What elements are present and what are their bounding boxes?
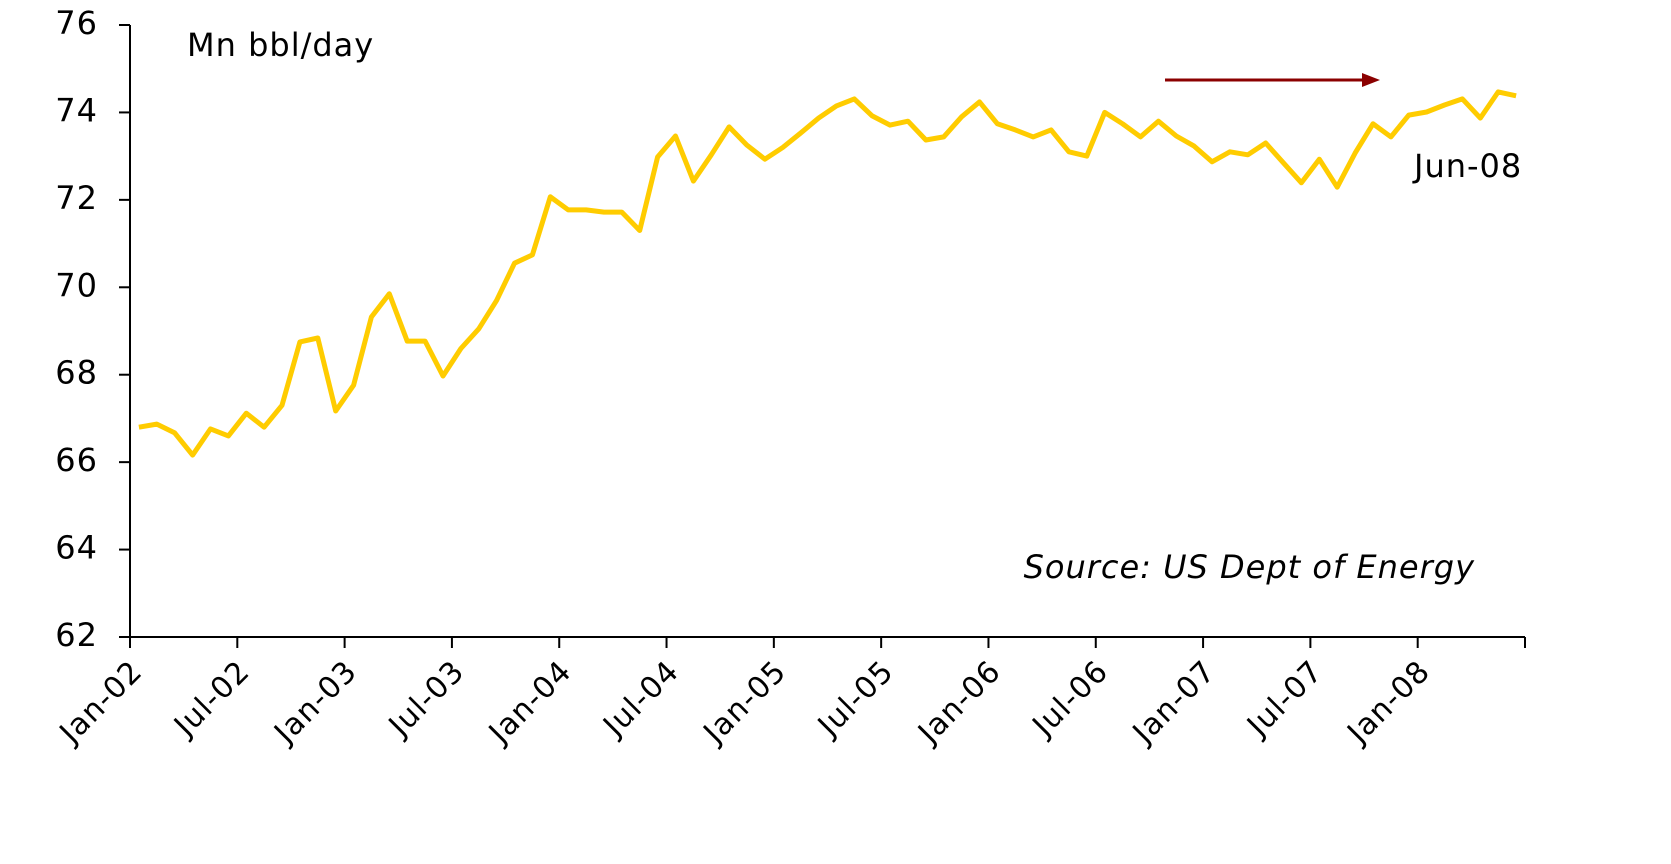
x-tick-label: Jan-06 bbox=[910, 654, 1008, 752]
y-tick-label: 76 bbox=[55, 4, 98, 42]
x-tick-label: Jul-06 bbox=[1025, 654, 1116, 745]
y-tick-label: 64 bbox=[55, 529, 98, 567]
x-tick-label: Jul-04 bbox=[596, 654, 687, 745]
y-tick-label: 70 bbox=[55, 266, 98, 304]
arrow-head bbox=[1362, 73, 1380, 87]
x-tick-label: Jan-08 bbox=[1340, 654, 1438, 752]
x-tick-label: Jul-07 bbox=[1239, 654, 1330, 745]
y-axis-label: Mn bbl/day bbox=[187, 26, 374, 64]
x-tick-label: Jan-05 bbox=[696, 654, 794, 752]
arrow bbox=[1165, 73, 1380, 87]
x-tick-label: Jul-02 bbox=[166, 654, 257, 745]
x-tick-label: Jan-02 bbox=[52, 654, 150, 752]
y-tick-label: 72 bbox=[55, 179, 98, 217]
x-tick-label: Jan-03 bbox=[267, 654, 365, 752]
end-label: Jun-08 bbox=[1412, 147, 1522, 185]
x-tick-label: Jul-05 bbox=[810, 654, 901, 745]
y-tick-label: 62 bbox=[55, 616, 98, 654]
x-tick-label: Jul-03 bbox=[381, 654, 472, 745]
x-tick-label: Jan-07 bbox=[1125, 654, 1223, 752]
y-tick-label: 68 bbox=[55, 354, 98, 392]
x-tick-label: Jan-04 bbox=[481, 654, 579, 752]
data-line bbox=[138, 89, 1517, 458]
y-tick-label: 74 bbox=[55, 91, 98, 129]
y-tick-label: 66 bbox=[55, 441, 98, 479]
source-note: Source: US Dept of Energy bbox=[1024, 548, 1476, 586]
